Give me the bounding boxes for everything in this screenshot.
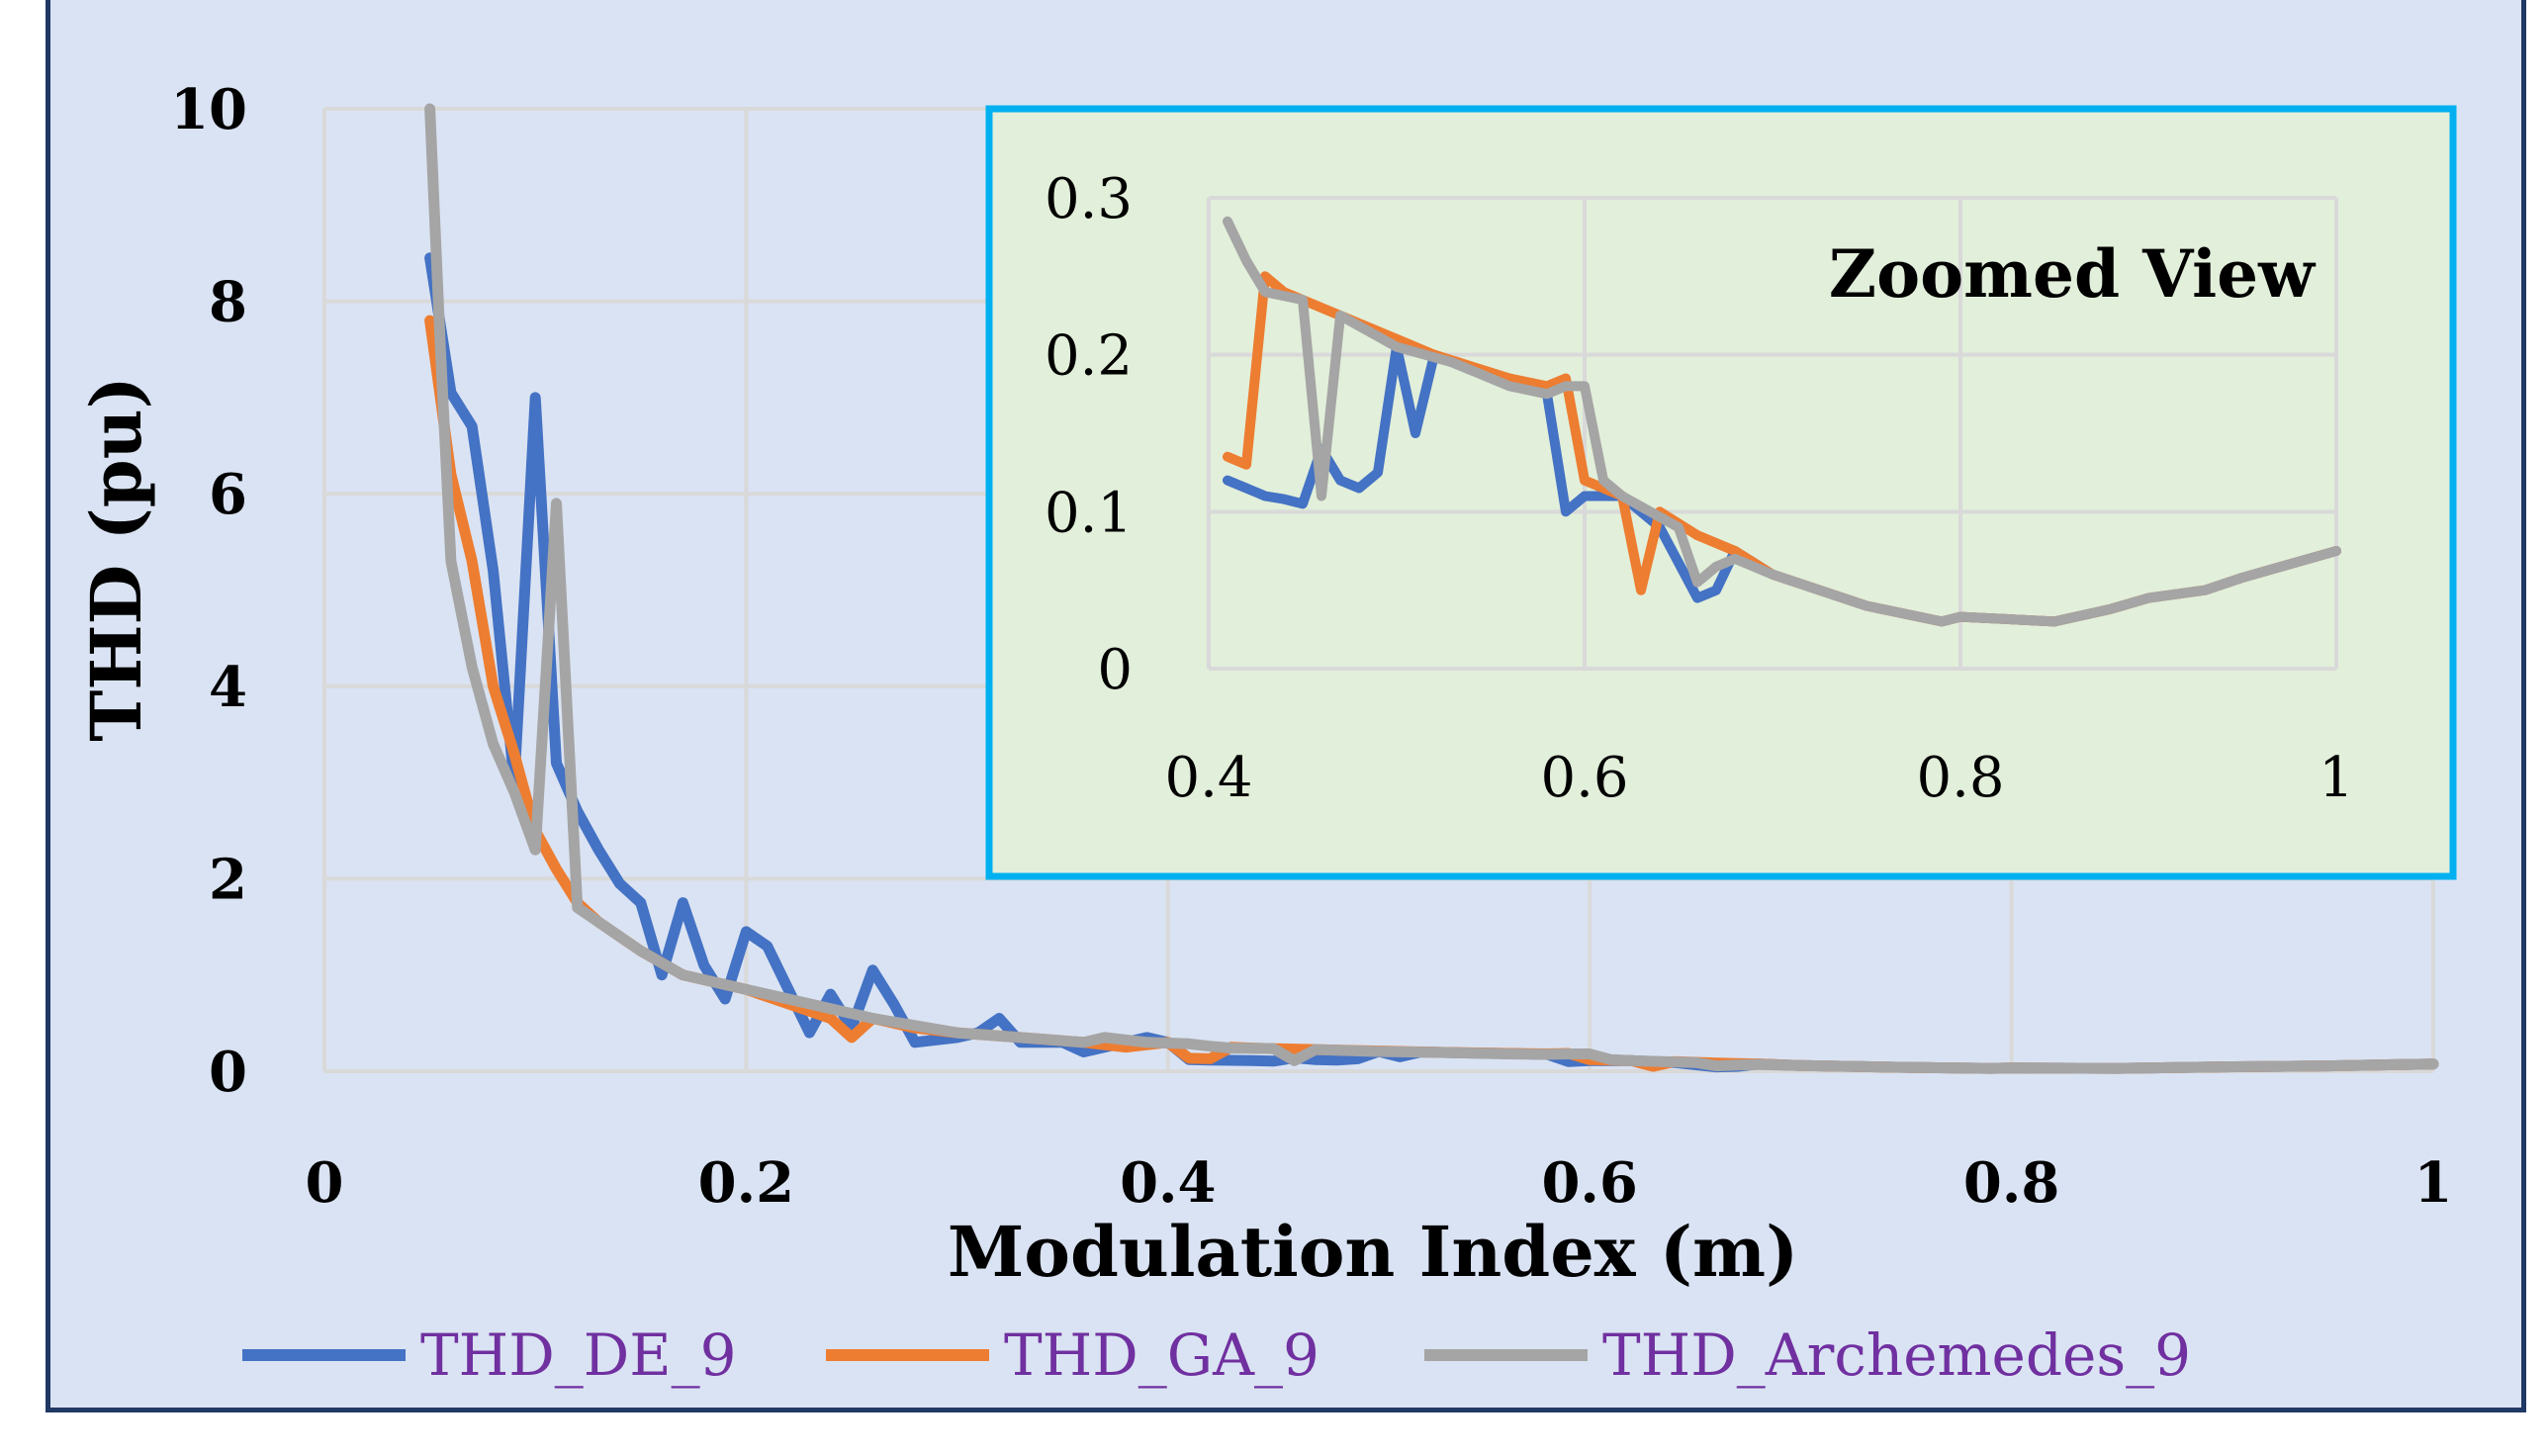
main-xtick-label: 0.6	[1541, 1150, 1637, 1216]
legend-label-de: THD_DE_9	[420, 1321, 737, 1389]
main-series-lines	[424, 103, 2439, 1074]
legend-label-ga: THD_GA_9	[1004, 1321, 1320, 1389]
x-axis-label: Modulation Index (m)	[948, 1211, 1798, 1293]
main-ytick-label: 0	[209, 1040, 247, 1105]
inset-grid	[1207, 196, 2338, 671]
main-ytick-label: 10	[170, 77, 247, 142]
inset-xtick-label: 0.6	[1540, 746, 1628, 810]
main-xtick-label: 0	[306, 1150, 344, 1216]
inset-series-lines	[1223, 216, 2341, 627]
inset-xtick-label: 0.8	[1916, 746, 2004, 810]
y-axis-label: THD (pu)	[75, 376, 157, 741]
main-ytick-label: 2	[209, 847, 247, 912]
inset-xtick-label: 1	[2319, 746, 2354, 810]
legend-item-archemedes: THD_Archemedes_9	[1424, 1321, 2191, 1389]
main-xtick-label: 0.2	[698, 1150, 794, 1216]
legend: THD_DE_9 THD_GA_9 THD_Archemedes_9	[242, 1321, 2191, 1389]
inset-tick-labels: 0 0.1 0.2 0.3 0.4 0.6 0.8 1	[1045, 167, 2354, 810]
inset-xtick-label: 0.4	[1164, 746, 1252, 810]
inset-ytick-label: 0.1	[1045, 481, 1133, 545]
main-ytick-label: 6	[209, 462, 247, 527]
main-xtick-label: 1	[2414, 1150, 2453, 1216]
zoomed-inset: 0 0.1 0.2 0.3 0.4 0.6 0.8 1 Zoomed View	[985, 105, 2457, 880]
main-xtick-label: 0.4	[1120, 1150, 1216, 1216]
inset-series-line-THD_Archemedes_9	[1223, 216, 2341, 627]
legend-item-de: THD_DE_9	[242, 1321, 737, 1389]
inset-ytick-label: 0.3	[1045, 167, 1133, 231]
main-ytick-label: 4	[209, 655, 247, 720]
inset-ytick-label: 0	[1097, 638, 1133, 702]
main-xtick-label: 0.8	[1963, 1150, 2059, 1216]
main-series-line-THD_Archemedes_9	[424, 103, 2439, 1074]
inset-ytick-label: 0.2	[1045, 324, 1133, 389]
legend-item-ga: THD_GA_9	[826, 1321, 1320, 1389]
inset-title: Zoomed View	[1829, 235, 2317, 313]
main-ytick-label: 8	[209, 270, 247, 335]
legend-label-archemedes: THD_Archemedes_9	[1602, 1321, 2191, 1389]
